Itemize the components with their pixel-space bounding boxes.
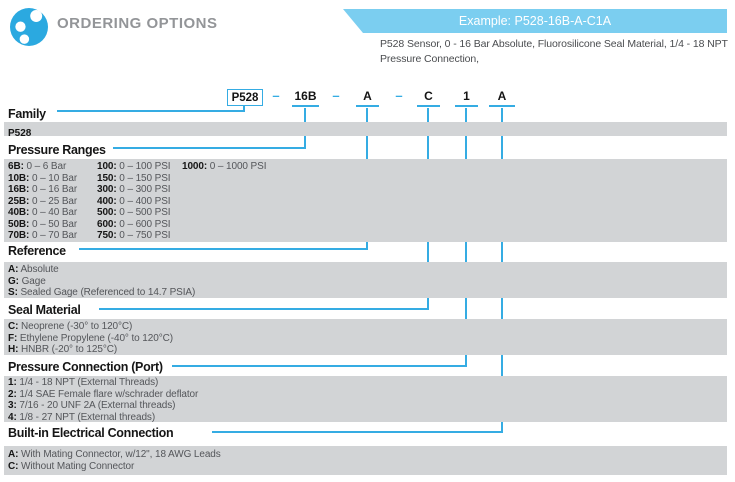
- option-item: 3: 7/16 - 20 UNF 2A (External threads): [8, 400, 176, 411]
- part-code-range: 16B: [292, 89, 319, 107]
- option-item: 50B: 0 – 50 Bar: [8, 218, 78, 230]
- connector-line-electrical: [212, 431, 503, 433]
- option-item: 500: 0 – 500 PSI: [97, 207, 171, 218]
- section-heading-family: Family: [8, 107, 46, 121]
- electrical-options-block: A: With Mating Connector, w/12", 18 AWG …: [4, 446, 727, 475]
- section-heading-pressure-ranges: Pressure Ranges: [8, 143, 106, 157]
- option-item: 150: 0 – 150 PSI: [97, 172, 171, 184]
- option-item: 70B: 0 – 70 Bar: [8, 230, 78, 241]
- connector-line-family: [243, 106, 245, 112]
- option-item: 400: 0 – 400 PSI: [97, 195, 171, 207]
- connector-line-range: [113, 147, 306, 149]
- part-separator: –: [272, 88, 280, 103]
- part-code-seal: C: [417, 89, 440, 107]
- option-item: 300: 0 – 300 PSI: [97, 184, 171, 195]
- section-heading-electrical-connection: Built-in Electrical Connection: [8, 426, 174, 440]
- option-item: 4: 1/8 - 27 NPT (External threads): [8, 411, 156, 423]
- option-item: 750: 0 – 750 PSI: [97, 230, 171, 241]
- option-item: H: HNBR (-20° to 125°C): [8, 344, 118, 355]
- option-item: 40B: 0 – 40 Bar: [8, 207, 78, 218]
- family-value-bar: P528: [4, 122, 727, 139]
- option-item: 600: 0 – 600 PSI: [97, 218, 171, 230]
- option-item: C: Neoprene (-30° to 120°C): [8, 321, 133, 332]
- pressure-ranges-column-bar: 6B: 0 – 6 Bar 10B: 0 – 10 Bar 16B: 0 – 16 …: [8, 161, 77, 242]
- option-item: F: Ethylene Propylene (-40° to 120°C): [8, 332, 173, 344]
- pressure-ranges-block: 6B: 0 – 6 Bar 10B: 0 – 10 Bar 16B: 0 – 16 …: [4, 159, 727, 242]
- example-banner: Example: P528-16B-A-C1A: [343, 9, 727, 33]
- family-value: P528: [8, 128, 32, 139]
- connector-line-seal: [99, 308, 429, 310]
- option-item: 1: 1/4 - 18 NPT (External Threads): [8, 377, 159, 388]
- section-heading-reference: Reference: [8, 244, 66, 258]
- option-item: 10B: 0 – 10 Bar: [8, 172, 78, 184]
- part-code-electrical: A: [489, 89, 515, 107]
- option-item: 6B: 0 – 6 Bar: [8, 161, 67, 172]
- option-item: A: With Mating Connector, w/12", 18 AWG …: [8, 449, 221, 460]
- connector-line-port: [172, 365, 467, 367]
- part-code-family: P528: [227, 89, 263, 106]
- example-description: P528 Sensor, 0 - 16 Bar Absolute, Fluoro…: [380, 38, 728, 65]
- section-heading-pressure-connection: Pressure Connection (Port): [8, 360, 163, 374]
- pressure-connection-options-block: 1: 1/4 - 18 NPT (External Threads) 2: 1/4…: [4, 376, 727, 423]
- pressure-ranges-column-psi-high: 1000: 0 – 1000 PSI: [182, 161, 266, 173]
- pressure-ranges-column-psi: 100: 0 – 100 PSI 150: 0 – 150 PSI 300: 0 –…: [97, 161, 171, 242]
- part-separator: –: [332, 88, 340, 103]
- reference-options-block: A: Absolute G: Gage S: Sealed Gage (Refere…: [4, 262, 727, 298]
- page-title: ORDERING OPTIONS: [57, 15, 218, 32]
- part-code-reference: A: [356, 89, 379, 107]
- connector-line-family: [57, 110, 245, 112]
- part-separator: –: [395, 88, 403, 103]
- dots-logo-icon: [10, 8, 48, 51]
- seal-material-options-block: C: Neoprene (-30° to 120°C) F: Ethylene P…: [4, 319, 727, 355]
- option-item: 16B: 0 – 16 Bar: [8, 184, 78, 195]
- part-code-port: 1: [455, 89, 478, 107]
- option-item: 2: 1/4 SAE Female flare w/schrader defla…: [8, 388, 199, 400]
- option-item: 25B: 0 – 25 Bar: [8, 195, 78, 207]
- connector-line-reference: [79, 248, 368, 250]
- option-item: A: Absolute: [8, 264, 59, 275]
- option-item: 1000: 0 – 1000 PSI: [182, 161, 267, 172]
- option-item: S: Sealed Gage (Referenced to 14.7 PSIA): [8, 287, 196, 298]
- option-item: C: Without Mating Connector: [8, 460, 135, 472]
- option-item: G: Gage: [8, 275, 46, 287]
- option-item: 100: 0 – 100 PSI: [97, 161, 171, 172]
- example-banner-text: Example: P528-16B-A-C1A: [458, 14, 612, 28]
- section-heading-seal-material: Seal Material: [8, 303, 81, 317]
